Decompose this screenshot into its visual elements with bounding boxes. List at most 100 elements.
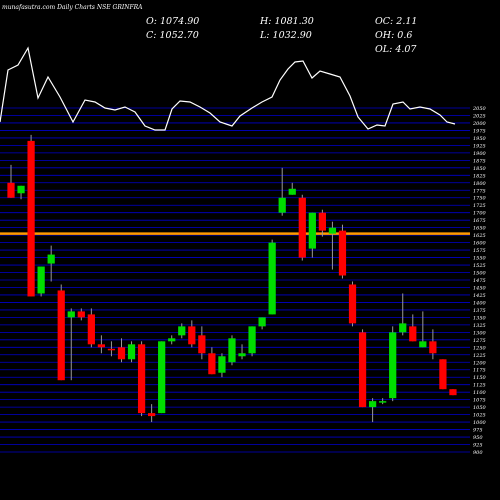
candle-body bbox=[37, 266, 45, 294]
candle-body bbox=[238, 353, 246, 357]
y-tick-label: 900 bbox=[473, 450, 483, 456]
candle bbox=[449, 389, 457, 396]
y-tick-label: 1075 bbox=[473, 398, 486, 404]
candle-body bbox=[308, 212, 316, 249]
candle bbox=[389, 326, 397, 402]
candle-body bbox=[17, 185, 25, 194]
y-tick-label: 1875 bbox=[473, 158, 486, 164]
candle bbox=[409, 314, 417, 342]
y-tick-label: 1400 bbox=[473, 300, 487, 306]
y-tick-label: 1100 bbox=[473, 390, 487, 396]
candle bbox=[368, 398, 377, 423]
y-tick-label: 1000 bbox=[473, 420, 487, 426]
y-tick-label: 1725 bbox=[473, 203, 486, 209]
y-tick-label: 1450 bbox=[473, 285, 487, 291]
candle bbox=[27, 134, 35, 297]
candle-body bbox=[399, 323, 407, 333]
candle-body bbox=[198, 335, 206, 354]
candle bbox=[17, 185, 25, 200]
candle-body bbox=[57, 290, 65, 381]
candle-body bbox=[318, 212, 326, 231]
y-tick-label: 1050 bbox=[473, 405, 487, 411]
candle-body bbox=[107, 348, 116, 351]
candle bbox=[107, 341, 116, 357]
candle-body bbox=[298, 197, 306, 258]
y-tick-label: 1575 bbox=[473, 248, 486, 254]
candle-body bbox=[67, 311, 75, 318]
candle-body bbox=[379, 401, 387, 403]
y-tick-label: 1375 bbox=[473, 308, 486, 314]
candle bbox=[77, 308, 85, 321]
candle-body bbox=[338, 230, 347, 276]
candle-body bbox=[248, 326, 256, 354]
ohlc-close: C: 1052.70 bbox=[146, 30, 199, 41]
candle bbox=[168, 335, 176, 345]
candle bbox=[148, 404, 156, 423]
candle bbox=[318, 209, 326, 237]
candle-body bbox=[208, 353, 216, 375]
ohlc-high: H: 1081.30 bbox=[259, 16, 314, 27]
ohlc-low: L: 1032.90 bbox=[259, 30, 312, 41]
candle bbox=[288, 182, 296, 195]
y-tick-label: 1525 bbox=[473, 263, 486, 269]
y-tick-label: 1425 bbox=[473, 293, 486, 299]
candle bbox=[298, 194, 306, 261]
candle bbox=[178, 323, 186, 339]
candle bbox=[379, 398, 387, 405]
candle-body bbox=[228, 338, 236, 363]
candle-body bbox=[348, 284, 357, 324]
candle-body bbox=[288, 188, 296, 195]
candle-body bbox=[137, 344, 146, 414]
candle bbox=[47, 245, 55, 282]
candle bbox=[238, 344, 246, 360]
y-tick-label: 1175 bbox=[473, 368, 486, 374]
candle bbox=[198, 326, 206, 360]
y-tick-label: 1200 bbox=[473, 360, 487, 366]
candle-body bbox=[449, 389, 457, 396]
y-tick-label: 1650 bbox=[473, 226, 487, 232]
y-tick-label: 1625 bbox=[473, 233, 486, 239]
y-tick-label: 1300 bbox=[473, 330, 487, 336]
y-tick-label: 1125 bbox=[473, 383, 486, 389]
y-tick-label: 1775 bbox=[473, 188, 486, 194]
overlay-polyline bbox=[0, 46, 456, 131]
candle-body bbox=[419, 341, 427, 348]
candle-body bbox=[188, 326, 196, 345]
y-tick-label: 1025 bbox=[473, 413, 486, 419]
candle-body bbox=[127, 344, 136, 360]
candle bbox=[308, 212, 316, 258]
ohlc-oh: OH: 0.6 bbox=[375, 30, 412, 41]
candle-body bbox=[87, 314, 95, 345]
y-tick-label: 1250 bbox=[473, 345, 487, 351]
candle-body bbox=[117, 347, 126, 360]
y-tick-label: 1675 bbox=[473, 218, 486, 224]
candle bbox=[188, 320, 196, 348]
candle-body bbox=[168, 338, 176, 342]
candle bbox=[439, 359, 447, 390]
candle bbox=[37, 266, 45, 297]
candle-body bbox=[278, 197, 286, 213]
candle-body bbox=[27, 140, 35, 297]
y-tick-label: 975 bbox=[473, 428, 483, 434]
candle bbox=[87, 308, 95, 348]
candle-body bbox=[7, 182, 15, 198]
candle-body bbox=[148, 413, 156, 417]
y-tick-label: 2025 bbox=[472, 113, 486, 119]
y-tick-label: 950 bbox=[473, 435, 483, 441]
candle-body bbox=[97, 344, 106, 348]
candle bbox=[57, 284, 65, 381]
candle bbox=[268, 239, 276, 315]
y-tick-label: 1800 bbox=[473, 181, 487, 187]
candle bbox=[117, 338, 126, 363]
candle bbox=[258, 317, 266, 330]
candle bbox=[158, 341, 166, 414]
y-tick-label: 925 bbox=[473, 443, 483, 449]
y-tick-label: 1750 bbox=[473, 196, 487, 202]
y-tick-label: 1325 bbox=[473, 323, 486, 329]
y-tick-label: 1975 bbox=[473, 128, 486, 134]
candle-body bbox=[439, 359, 447, 390]
watermark: munafasutra.com Daily Charts NSE GRINFRA bbox=[2, 4, 143, 11]
candle-body bbox=[77, 311, 85, 318]
candle bbox=[7, 164, 15, 198]
